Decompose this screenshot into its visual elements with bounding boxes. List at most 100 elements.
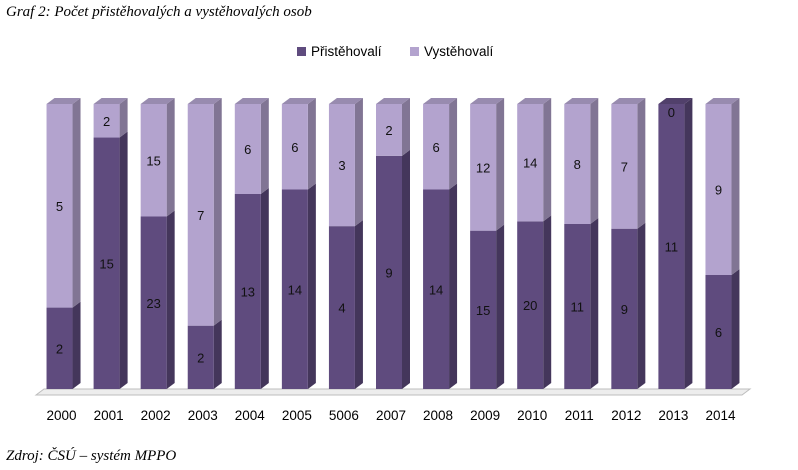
bar-emigrants-2005 bbox=[281, 104, 308, 190]
data-label-immigrants-2014: 6 bbox=[715, 325, 722, 340]
x-tick-2000: 2000 bbox=[47, 408, 77, 423]
bar-top-2011 bbox=[564, 98, 599, 104]
bar-side-immigrants-2002 bbox=[166, 210, 175, 389]
data-label-immigrants-2000: 2 bbox=[56, 341, 63, 356]
bar-emigrants-2008 bbox=[423, 104, 450, 190]
legend-label-immigrants: Přistěhovalí bbox=[311, 44, 382, 59]
bar-top-2003 bbox=[187, 98, 222, 104]
data-label-emigrants-5006: 3 bbox=[338, 158, 345, 173]
x-tick-2005: 2005 bbox=[282, 408, 312, 423]
x-tick-2010: 2010 bbox=[517, 408, 547, 423]
data-label-immigrants-2004: 13 bbox=[241, 285, 255, 300]
data-label-immigrants-2009: 15 bbox=[476, 303, 490, 318]
x-axis-ticks: 2000 2001 2002 2003 2004 2005 5006 2007 2008 2009… bbox=[47, 408, 736, 423]
bar-top-2004 bbox=[234, 98, 269, 104]
bar-immigrants-2000 bbox=[46, 307, 73, 389]
x-tick-2002: 2002 bbox=[141, 408, 171, 423]
bar-side-emigrants-5006 bbox=[354, 98, 363, 227]
bar-side-emigrants-2008 bbox=[449, 98, 458, 190]
bar-emigrants-2002 bbox=[140, 104, 167, 217]
data-label-immigrants-2008: 14 bbox=[429, 282, 443, 297]
bar-top-2007 bbox=[376, 98, 410, 104]
bar-top-2002 bbox=[140, 98, 175, 104]
bar-immigrants-2010 bbox=[517, 221, 544, 389]
bar-immigrants-2012 bbox=[611, 228, 638, 389]
bar-top-2000 bbox=[46, 98, 81, 104]
data-label-immigrants-2001: 15 bbox=[99, 256, 113, 271]
bar-immigrants-2009 bbox=[470, 230, 497, 389]
bar-side-emigrants-2003 bbox=[213, 98, 222, 326]
x-tick-2014: 2014 bbox=[705, 408, 736, 423]
data-label-emigrants-2003: 7 bbox=[197, 208, 204, 223]
data-label-emigrants-2001: 2 bbox=[103, 114, 110, 129]
bar-emigrants-2009 bbox=[470, 104, 497, 231]
bar-immigrants-2002 bbox=[140, 216, 167, 389]
data-label-immigrants-2005: 14 bbox=[288, 282, 302, 297]
legend-swatch-immigrants bbox=[297, 47, 306, 56]
bar-side-emigrants-2007 bbox=[402, 98, 410, 156]
data-label-emigrants-2004: 6 bbox=[244, 142, 251, 157]
bar-top-2005 bbox=[281, 98, 316, 104]
bar-top-5006 bbox=[328, 98, 363, 104]
bar-side-immigrants-2007 bbox=[402, 149, 410, 389]
data-label-emigrants-2002: 15 bbox=[146, 153, 160, 168]
bar-immigrants-2013 bbox=[658, 104, 685, 389]
bar-side-immigrants-2010 bbox=[543, 215, 552, 389]
floor-plane bbox=[34, 388, 752, 396]
x-tick-2004: 2004 bbox=[235, 408, 266, 423]
bar-emigrants-2010 bbox=[517, 104, 544, 222]
bar-side-emigrants-2005 bbox=[307, 98, 316, 190]
bars-layer: 2 5 15 2 23 15 2 7 13 6 14 6 4 3 9 2 14 6 15 12 20 14 11 8 9 7 11 0… bbox=[46, 98, 740, 389]
bar-side-immigrants-2001 bbox=[119, 131, 128, 389]
bar-side-emigrants-2011 bbox=[590, 98, 599, 224]
bar-side-immigrants-2009 bbox=[496, 224, 505, 389]
x-tick-2008: 2008 bbox=[423, 408, 453, 423]
bar-side-emigrants-2000 bbox=[72, 98, 81, 308]
bar-immigrants-5006 bbox=[328, 226, 355, 389]
data-label-emigrants-2005: 6 bbox=[291, 140, 298, 155]
data-label-emigrants-2010: 14 bbox=[523, 156, 537, 171]
bar-emigrants-2012 bbox=[611, 104, 638, 229]
legend-label-emigrants: Vystěhovalí bbox=[424, 44, 494, 59]
bar-immigrants-2004 bbox=[234, 194, 261, 389]
bar-side-emigrants-2001 bbox=[119, 98, 128, 138]
bar-emigrants-2001 bbox=[93, 104, 120, 138]
data-label-emigrants-2000: 5 bbox=[56, 199, 63, 214]
bar-side-emigrants-2012 bbox=[637, 98, 646, 229]
bar-emigrants-2007 bbox=[376, 104, 402, 156]
x-tick-2009: 2009 bbox=[470, 408, 500, 423]
data-label-emigrants-2011: 8 bbox=[574, 157, 581, 172]
data-label-immigrants-2013: 11 bbox=[665, 240, 679, 255]
bar-top-2001 bbox=[93, 98, 128, 104]
x-tick-2012: 2012 bbox=[611, 408, 641, 423]
bar-top-2012 bbox=[611, 98, 646, 104]
data-label-emigrants-2012: 7 bbox=[621, 159, 628, 174]
data-label-immigrants-5006: 4 bbox=[338, 301, 345, 316]
legend: Přistěhovalí Vystěhovalí bbox=[297, 44, 494, 59]
chart-title: Graf 2: Počet přistěhovalých a vystěhova… bbox=[6, 4, 312, 20]
x-tick-2013: 2013 bbox=[658, 408, 688, 423]
bar-immigrants-2005 bbox=[281, 189, 308, 389]
bar-side-emigrants-2010 bbox=[543, 98, 552, 222]
data-label-emigrants-2014: 9 bbox=[715, 183, 722, 198]
data-label-immigrants-2012: 9 bbox=[621, 302, 628, 317]
bar-top-2014 bbox=[705, 98, 740, 104]
x-tick-2011: 2011 bbox=[565, 408, 594, 423]
bar-side-emigrants-2014 bbox=[731, 98, 740, 275]
data-label-immigrants-2002: 23 bbox=[146, 296, 160, 311]
bar-immigrants-2001 bbox=[93, 137, 120, 389]
bar-immigrants-2007 bbox=[376, 155, 402, 389]
bar-side-immigrants-2004 bbox=[260, 188, 269, 389]
data-label-immigrants-2010: 20 bbox=[523, 298, 537, 313]
bar-emigrants-2003 bbox=[187, 104, 214, 326]
x-tick-2001: 2001 bbox=[94, 408, 124, 423]
bar-side-emigrants-2004 bbox=[260, 98, 269, 194]
bar-side-immigrants-2013 bbox=[684, 98, 693, 389]
x-tick-5006: 5006 bbox=[329, 408, 359, 423]
bar-side-immigrants-2003 bbox=[213, 319, 222, 389]
bar-immigrants-2014 bbox=[705, 275, 732, 389]
bar-side-emigrants-2009 bbox=[496, 98, 505, 231]
bar-side-immigrants-2005 bbox=[307, 183, 316, 389]
data-label-emigrants-2009: 12 bbox=[476, 160, 490, 175]
